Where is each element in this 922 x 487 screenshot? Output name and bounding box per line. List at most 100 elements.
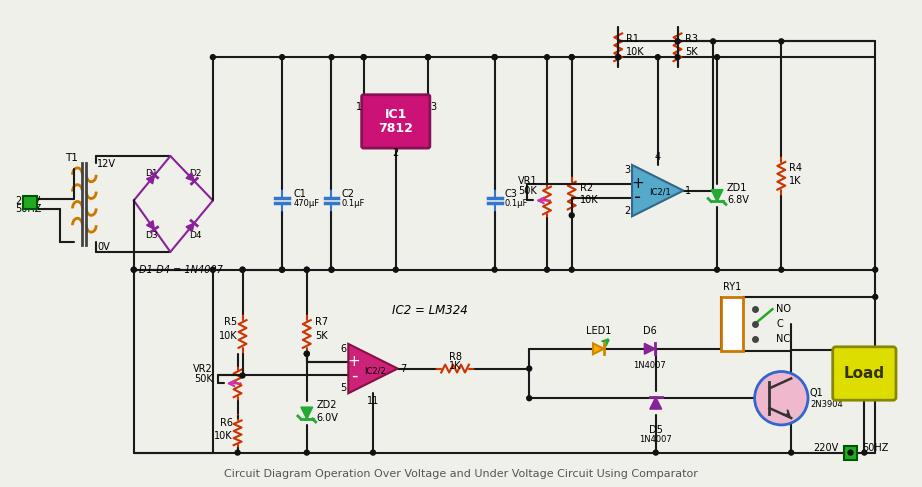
Text: D1-D4 = 1N4007: D1-D4 = 1N4007 <box>138 265 222 275</box>
Text: IC2/2: IC2/2 <box>364 367 386 375</box>
Text: 1K: 1K <box>789 176 802 186</box>
Text: ZD2: ZD2 <box>316 400 337 410</box>
Circle shape <box>492 55 497 59</box>
Text: 6.8V: 6.8V <box>727 195 749 206</box>
FancyBboxPatch shape <box>361 94 430 148</box>
Text: D2: D2 <box>189 169 201 178</box>
Text: 2: 2 <box>393 148 399 158</box>
Text: 7812: 7812 <box>378 122 413 135</box>
Polygon shape <box>711 189 723 202</box>
Text: 3: 3 <box>430 102 436 112</box>
Text: 5K: 5K <box>685 47 698 57</box>
Circle shape <box>675 55 680 59</box>
Text: R1: R1 <box>626 35 639 44</box>
Text: R8: R8 <box>449 352 462 362</box>
Polygon shape <box>650 397 662 409</box>
Circle shape <box>329 267 334 272</box>
Text: D1: D1 <box>146 169 158 178</box>
Text: 2: 2 <box>624 206 630 216</box>
Text: -: - <box>351 367 358 384</box>
Circle shape <box>210 55 216 59</box>
Text: 50K: 50K <box>195 375 213 384</box>
Circle shape <box>304 351 309 356</box>
Circle shape <box>616 55 621 59</box>
Text: 6: 6 <box>340 344 347 354</box>
Text: -: - <box>634 188 642 207</box>
Text: LED1: LED1 <box>585 326 611 336</box>
Polygon shape <box>593 343 604 354</box>
Circle shape <box>616 55 621 59</box>
Text: 1N4007: 1N4007 <box>633 361 667 370</box>
Circle shape <box>569 267 574 272</box>
Text: T1: T1 <box>65 153 78 163</box>
Text: C3: C3 <box>504 188 517 199</box>
Text: 50HZ: 50HZ <box>15 205 41 214</box>
Circle shape <box>279 267 285 272</box>
Circle shape <box>329 267 334 272</box>
Text: 470μF: 470μF <box>294 199 320 208</box>
Text: 11: 11 <box>367 396 379 406</box>
Text: C2: C2 <box>341 188 354 199</box>
Polygon shape <box>147 221 154 229</box>
Text: IC1: IC1 <box>384 108 407 121</box>
Circle shape <box>873 295 878 300</box>
Text: C: C <box>776 319 783 329</box>
Circle shape <box>304 267 309 272</box>
Text: 4: 4 <box>655 152 661 162</box>
Text: NC: NC <box>776 334 790 344</box>
Circle shape <box>304 450 309 455</box>
Circle shape <box>131 267 136 272</box>
Text: 10K: 10K <box>219 331 238 341</box>
Text: R3: R3 <box>685 35 698 44</box>
Text: 0.1μF: 0.1μF <box>504 199 528 208</box>
Text: Load: Load <box>844 366 885 381</box>
Text: VR2: VR2 <box>193 364 213 374</box>
Circle shape <box>240 267 245 272</box>
Text: 50K: 50K <box>518 186 538 196</box>
Text: 220V: 220V <box>15 196 41 206</box>
Text: 3: 3 <box>624 165 630 175</box>
Circle shape <box>329 55 334 59</box>
Text: D6: D6 <box>643 326 656 336</box>
Circle shape <box>425 55 431 59</box>
Text: 1K: 1K <box>449 360 461 371</box>
Circle shape <box>394 267 398 272</box>
Text: NO: NO <box>776 304 791 314</box>
Circle shape <box>675 39 680 44</box>
Circle shape <box>656 55 660 59</box>
Text: IC2/1: IC2/1 <box>649 187 670 197</box>
Circle shape <box>361 55 366 59</box>
Polygon shape <box>301 407 313 419</box>
Text: R7: R7 <box>314 317 328 327</box>
Circle shape <box>654 450 658 455</box>
Circle shape <box>240 267 245 272</box>
Text: +: + <box>632 176 644 191</box>
Text: 220V: 220V <box>813 443 839 453</box>
Circle shape <box>492 267 497 272</box>
Polygon shape <box>147 175 155 184</box>
Circle shape <box>279 267 285 272</box>
Bar <box>23 196 37 209</box>
Text: R5: R5 <box>224 317 238 327</box>
Text: 10K: 10K <box>580 195 598 206</box>
Circle shape <box>492 55 497 59</box>
Circle shape <box>848 450 853 455</box>
Circle shape <box>779 39 784 44</box>
Circle shape <box>361 55 366 59</box>
Text: 10K: 10K <box>214 431 232 441</box>
Bar <box>844 446 857 460</box>
Polygon shape <box>644 343 656 354</box>
Circle shape <box>754 372 808 425</box>
Text: 5K: 5K <box>314 331 327 341</box>
Text: 6.0V: 6.0V <box>316 413 338 423</box>
Circle shape <box>304 267 309 272</box>
Text: 0V: 0V <box>97 242 110 252</box>
Text: 10K: 10K <box>626 47 644 57</box>
Circle shape <box>569 55 574 59</box>
Circle shape <box>788 450 794 455</box>
FancyBboxPatch shape <box>833 347 896 400</box>
Text: D4: D4 <box>189 231 201 240</box>
Polygon shape <box>186 173 195 181</box>
Text: Q1: Q1 <box>810 388 823 398</box>
Circle shape <box>779 267 784 272</box>
